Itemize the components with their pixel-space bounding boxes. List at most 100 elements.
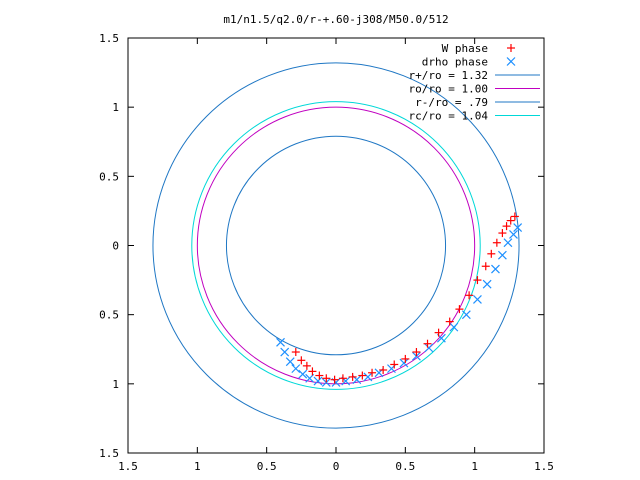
radius-circle (152, 62, 520, 429)
cross-b (305, 373, 315, 383)
cross-b (412, 351, 421, 361)
x-axis: 1.5 1 0.5 0 0.5 1 1.5 (118, 38, 554, 473)
cross-b (341, 376, 351, 386)
legend-label: rc/ro = 1.04 (409, 110, 489, 123)
w-phase-point (401, 354, 410, 363)
cross-b (280, 347, 290, 357)
w-phase-point (390, 360, 399, 369)
radius-circle (191, 101, 481, 390)
radius-circle (196, 106, 476, 385)
drho-phase-point (280, 347, 290, 357)
w-phase-point (308, 367, 317, 376)
x-tick-label: 0.5 (395, 460, 415, 473)
cross-b (473, 295, 482, 304)
cross-b (285, 357, 295, 367)
cross-b (331, 378, 341, 387)
legend-label: r-/ro = .79 (415, 96, 488, 109)
w-phase-point (487, 249, 496, 258)
drho-phase-point (473, 295, 482, 304)
w-phase-point (358, 371, 367, 380)
legend-w-phase-marker (507, 44, 515, 52)
drho-phase-point (291, 364, 301, 374)
drho-phase-point (461, 310, 471, 320)
cross-b (298, 369, 308, 379)
y-axis: 1.5 1 0.5 0 0.5 1 1.5 (99, 32, 544, 460)
y-tick-label: 1.5 (99, 32, 119, 45)
w-phase-point (315, 371, 324, 380)
w-phase-point (330, 375, 339, 384)
cross-b (313, 376, 323, 386)
drho-phase-point (509, 230, 518, 239)
w-phase-point (338, 374, 347, 383)
cross-b (321, 378, 331, 387)
cross-b (449, 322, 459, 332)
w-phase-point (302, 361, 311, 370)
y-tick-label: 0 (112, 240, 119, 253)
drho-phase-point (424, 343, 434, 353)
w-phase-point (434, 328, 443, 337)
radius-circles (152, 62, 520, 429)
x-tick-label: 1.5 (534, 460, 554, 473)
w-phase-point (498, 229, 507, 238)
cross-b (491, 264, 500, 274)
w-phase-point (492, 238, 501, 247)
cross-b (352, 375, 362, 385)
drho-phase-point (482, 279, 492, 289)
legend-label: ro/ro = 1.00 (409, 83, 488, 96)
legend-label: r+/ro = 1.32 (409, 69, 488, 82)
w-phase-point (465, 291, 474, 300)
cross-b (461, 310, 471, 320)
w-phase-point (412, 348, 421, 357)
w-phase-point (445, 317, 454, 326)
drho-phase-point (298, 369, 308, 379)
w-phase-point (473, 276, 482, 285)
w-phase-point (510, 212, 519, 221)
drho-phase-point (449, 322, 459, 332)
drho-phase-point (513, 223, 523, 232)
legend-drho-phase-marker (506, 57, 516, 66)
cross-b (503, 238, 513, 248)
cross-b (291, 364, 301, 374)
legend-label: drho phase (422, 56, 488, 69)
w-phase-point (379, 366, 388, 374)
w-phase-point (502, 222, 511, 231)
drho-phase-point (305, 373, 315, 383)
drho-phase-point (321, 378, 331, 387)
y-tick-label: 1.5 (99, 447, 119, 460)
drho-phase-point (399, 358, 409, 368)
phase-points (276, 212, 523, 387)
drho-phase-point (276, 337, 285, 347)
radius-circle (225, 135, 447, 356)
w-phase-point (348, 372, 357, 381)
cross-b (363, 372, 373, 382)
drho-phase-point (491, 264, 500, 274)
chart-title: m1/n1.5/q2.0/r-+.60-j308/M50.0/512 (223, 13, 448, 26)
cross-b (506, 57, 516, 66)
cross-b (436, 333, 446, 343)
y-tick-label: 0.5 (99, 309, 119, 322)
w-phase-point (481, 262, 490, 271)
cross-b (497, 250, 507, 260)
legend-label: W phase (442, 42, 488, 55)
cross-b (509, 230, 518, 239)
y-tick-label: 0.5 (99, 170, 119, 183)
y-tick-label: 1 (112, 101, 119, 114)
cross-b (276, 337, 285, 347)
cross-b (399, 358, 409, 368)
w-phase-point (297, 356, 306, 365)
x-tick-label: 1 (194, 460, 201, 473)
w-phase-point (455, 305, 464, 314)
w-phase-point (423, 339, 432, 348)
w-phase-point (291, 348, 300, 357)
cross-b (513, 223, 523, 232)
drho-phase-point (497, 250, 507, 260)
cross-b (482, 279, 492, 289)
w-phase-point (506, 216, 515, 225)
x-tick-label: 1 (471, 460, 478, 473)
y-tick-label: 1 (112, 378, 119, 391)
w-phase-point (322, 374, 331, 383)
x-tick-label: 0.5 (257, 460, 277, 473)
drho-phase-point (503, 238, 513, 248)
